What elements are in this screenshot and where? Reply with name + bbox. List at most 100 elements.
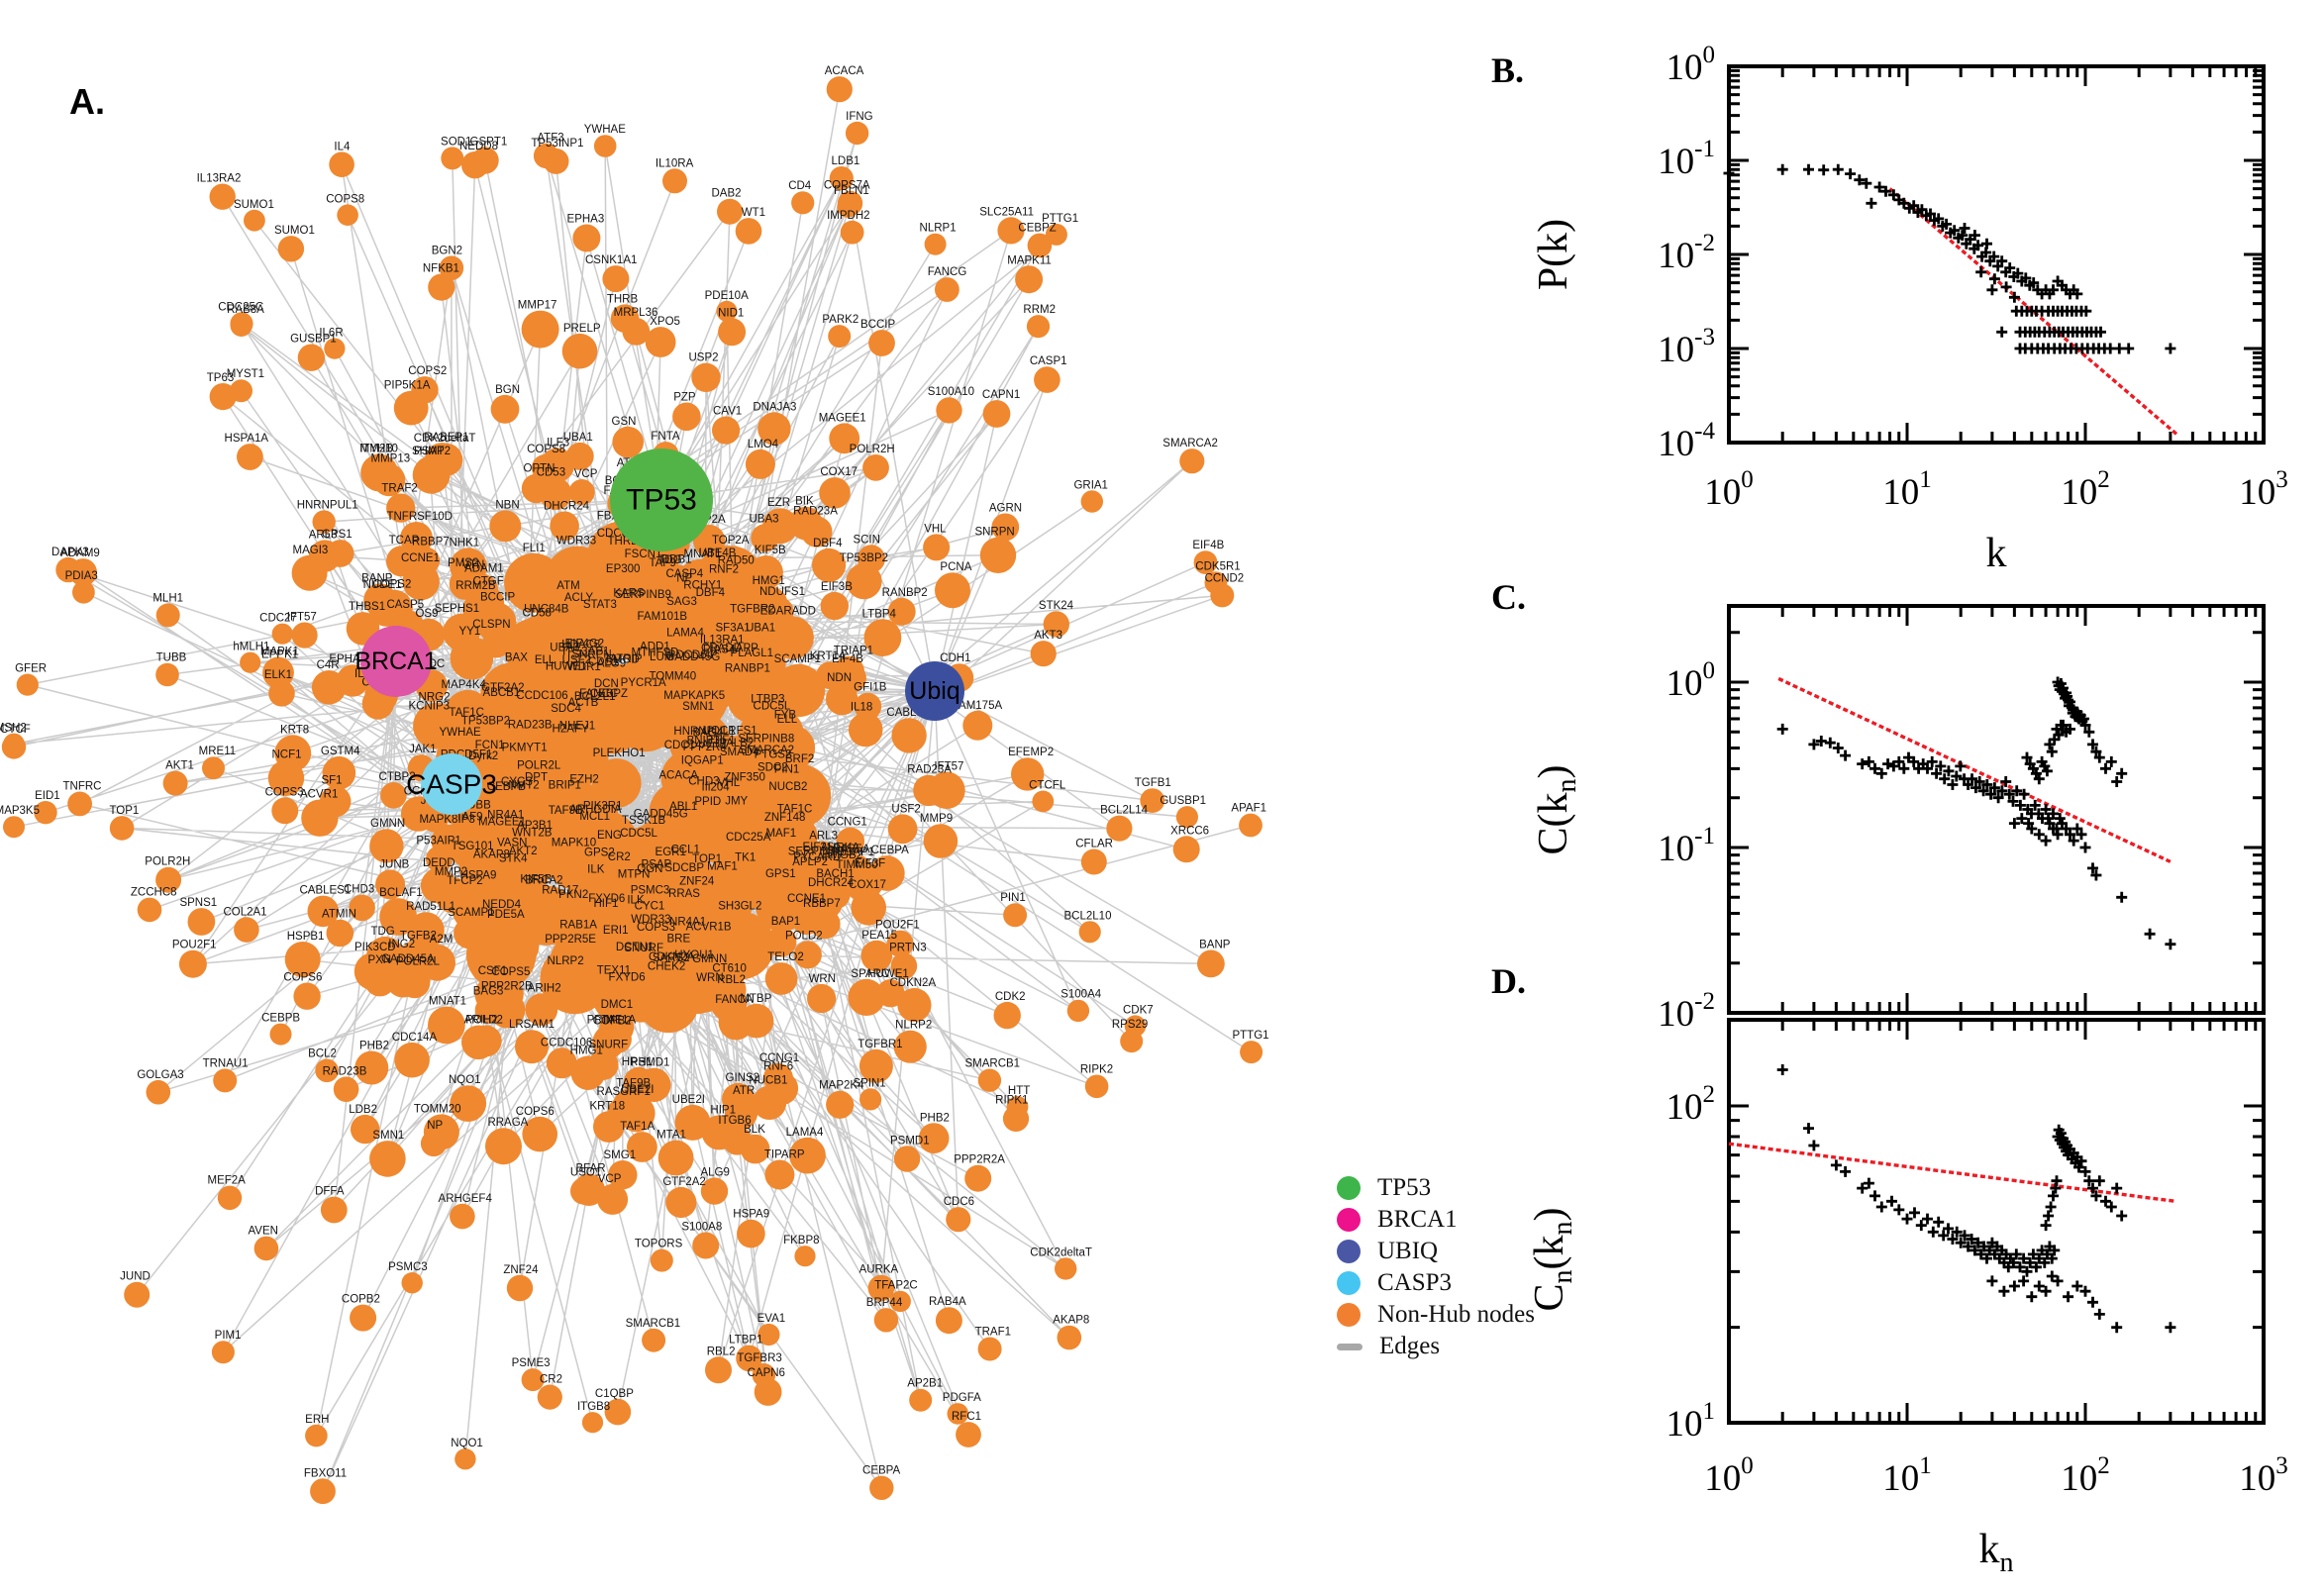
gene-node[interactable]: [768, 725, 816, 771]
gene-node[interactable]: [737, 1219, 765, 1248]
gene-node[interactable]: [489, 510, 522, 543]
gene-node[interactable]: [1240, 1041, 1263, 1064]
gene-node[interactable]: [1015, 265, 1044, 294]
gene-node[interactable]: [977, 1068, 1002, 1092]
gene-node[interactable]: [730, 614, 776, 659]
gene-node[interactable]: [369, 1141, 406, 1177]
gene-node[interactable]: [801, 862, 831, 892]
gene-node[interactable]: [763, 596, 794, 628]
gene-node[interactable]: [935, 572, 970, 609]
gene-node[interactable]: [458, 569, 488, 599]
gene-node[interactable]: [178, 949, 207, 978]
gene-node[interactable]: [277, 236, 305, 262]
gene-node[interactable]: [893, 1146, 921, 1172]
gene-node[interactable]: [546, 1047, 577, 1079]
gene-node[interactable]: [209, 183, 236, 210]
gene-node[interactable]: [602, 664, 644, 706]
gene-node[interactable]: [1080, 848, 1107, 875]
gene-node[interactable]: [789, 1137, 826, 1174]
gene-node[interactable]: [692, 557, 735, 600]
gene-node[interactable]: [515, 1030, 549, 1064]
gene-node[interactable]: [240, 651, 261, 673]
gene-node[interactable]: [414, 455, 446, 488]
gene-node[interactable]: [506, 1274, 534, 1302]
gene-node[interactable]: [137, 897, 162, 923]
gene-node[interactable]: [428, 273, 455, 301]
gene-node[interactable]: [1026, 315, 1051, 339]
gene-node[interactable]: [604, 1398, 632, 1426]
gene-node[interactable]: [533, 143, 559, 169]
gene-node[interactable]: [291, 622, 318, 648]
gene-node[interactable]: [407, 912, 445, 949]
gene-node[interactable]: [793, 941, 822, 969]
gene-node[interactable]: [366, 453, 391, 478]
gene-node[interactable]: [1084, 1074, 1109, 1099]
gene-node[interactable]: [923, 534, 951, 561]
gene-node[interactable]: [297, 344, 326, 371]
gene-node[interactable]: [736, 1345, 762, 1372]
gene-node[interactable]: [521, 700, 571, 751]
gene-node[interactable]: [230, 379, 252, 403]
gene-node[interactable]: [234, 917, 259, 943]
gene-node[interactable]: [639, 661, 681, 705]
gene-node[interactable]: [1078, 921, 1101, 944]
gene-node[interactable]: [608, 1160, 638, 1190]
gene-node[interactable]: [651, 963, 693, 1006]
gene-node[interactable]: [840, 220, 864, 245]
gene-node[interactable]: [935, 277, 960, 302]
gene-node[interactable]: [833, 860, 859, 887]
gene-node[interactable]: [982, 400, 1011, 428]
gene-node[interactable]: [72, 580, 95, 604]
gene-node[interactable]: [869, 1475, 894, 1501]
gene-node[interactable]: [350, 1304, 377, 1332]
gene-node[interactable]: [55, 556, 81, 583]
gene-node[interactable]: [807, 983, 837, 1014]
gene-node[interactable]: [1172, 836, 1200, 863]
gene-node[interactable]: [642, 568, 685, 612]
gene-node[interactable]: [271, 797, 299, 825]
gene-node[interactable]: [469, 1025, 502, 1057]
gene-node[interactable]: [375, 869, 406, 900]
gene-node[interactable]: [657, 1140, 694, 1176]
gene-node[interactable]: [16, 673, 39, 696]
gene-node[interactable]: [1106, 815, 1133, 842]
gene-node[interactable]: [700, 653, 744, 697]
gene-node[interactable]: [848, 978, 885, 1016]
gene-node[interactable]: [266, 659, 289, 681]
gene-node[interactable]: [829, 423, 860, 454]
gene-node[interactable]: [336, 664, 369, 697]
gene-node[interactable]: [858, 1048, 893, 1083]
gene-node[interactable]: [531, 453, 559, 482]
gene-node[interactable]: [284, 942, 321, 977]
gene-node[interactable]: [745, 449, 775, 479]
gene-node[interactable]: [454, 917, 485, 949]
gene-node[interactable]: [893, 1030, 927, 1063]
gene-node[interactable]: [490, 394, 520, 424]
gene-node[interactable]: [603, 1025, 632, 1053]
gene-node[interactable]: [665, 1186, 697, 1219]
gene-node[interactable]: [1032, 790, 1055, 813]
gene-node[interactable]: [661, 899, 703, 941]
gene-node[interactable]: [187, 908, 216, 936]
gene-node[interactable]: [716, 300, 738, 322]
gene-node[interactable]: [324, 338, 346, 359]
gene-node[interactable]: [712, 416, 741, 445]
gene-node[interactable]: [485, 1128, 522, 1165]
gene-node[interactable]: [1140, 788, 1165, 813]
gene-node[interactable]: [515, 770, 556, 812]
gene-node[interactable]: [124, 1281, 151, 1308]
gene-node[interactable]: [692, 1232, 720, 1259]
gene-node[interactable]: [326, 540, 354, 567]
gene-node[interactable]: [662, 168, 687, 194]
gene-node[interactable]: [859, 1088, 882, 1111]
gene-node[interactable]: [413, 711, 447, 745]
gene-node[interactable]: [677, 786, 721, 830]
gene-node[interactable]: [491, 848, 537, 893]
gene-node[interactable]: [791, 191, 815, 215]
gene-node[interactable]: [764, 962, 798, 995]
gene-node[interactable]: [3, 816, 25, 839]
gene-node[interactable]: [253, 1236, 279, 1261]
gene-node[interactable]: [1193, 550, 1218, 574]
gene-node[interactable]: [691, 362, 721, 392]
gene-node[interactable]: [913, 774, 945, 807]
